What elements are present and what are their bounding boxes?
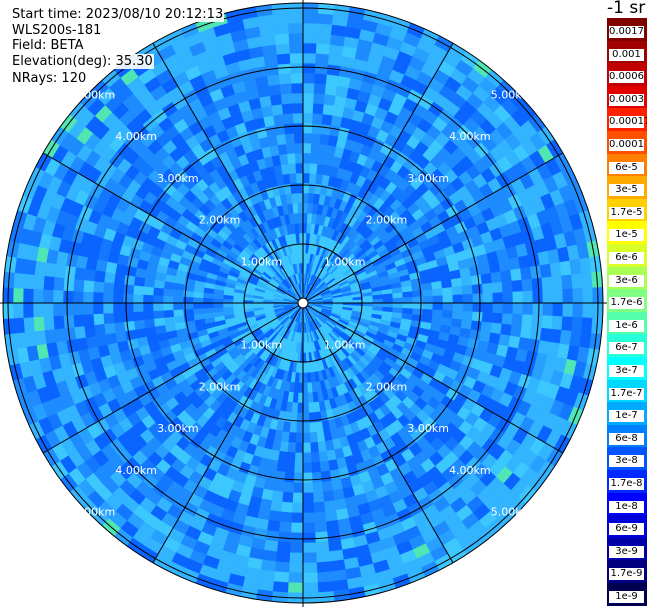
colorbar-label: 6e-7 xyxy=(609,342,644,355)
colorbar-label: 0.001 xyxy=(609,48,644,61)
colorbar-label: 1.7e-9 xyxy=(609,568,644,581)
colorbar-label: 3e-7 xyxy=(609,365,644,377)
colorbar-label: 0.00017 xyxy=(609,116,647,129)
range-label: 3.00km xyxy=(157,422,199,435)
colorbar-label: 6e-6 xyxy=(609,252,644,264)
instrument-label: WLS200s-181 xyxy=(11,23,103,38)
range-label: 3.00km xyxy=(157,172,199,185)
colorbar-label: 3e-9 xyxy=(609,545,644,558)
colorbar-label: 0.0006 xyxy=(609,71,644,84)
azimuth-spoke xyxy=(42,302,304,454)
range-label: 1.00km xyxy=(324,255,366,268)
range-label: 4.00km xyxy=(115,130,157,143)
field-label: Field: BETA xyxy=(11,38,85,53)
colorbar-label: 1e-5 xyxy=(609,229,644,242)
colorbar-label: 1e-8 xyxy=(609,500,644,513)
azimuth-spoke xyxy=(152,42,304,304)
range-label: 2.00km xyxy=(366,214,408,227)
colorbar-label: 1.7e-5 xyxy=(609,206,644,219)
range-label: 1.00km xyxy=(324,339,366,352)
azimuth-spoke xyxy=(302,302,454,564)
range-label: 4.00km xyxy=(449,464,491,477)
range-label: 3.00km xyxy=(407,172,449,185)
elevation-label: Elevation(deg): 35.30 xyxy=(11,54,154,69)
range-label: 1.00km xyxy=(240,339,282,352)
colorbar-label: 0.0003 xyxy=(609,93,644,106)
range-label: 2.00km xyxy=(199,380,241,393)
azimuth-spoke xyxy=(302,42,454,304)
colorbar-label: 0.0017 xyxy=(609,26,644,38)
scan-texture xyxy=(2,2,604,604)
colorbar-unit: -1 sr xyxy=(607,0,646,18)
azimuth-spoke xyxy=(42,152,304,304)
center-marker xyxy=(297,297,309,309)
colorbar-label: 1.7e-6 xyxy=(609,297,644,310)
azimuth-spoke xyxy=(152,302,304,564)
range-label: 4.00km xyxy=(449,130,491,143)
range-label: 5.00km xyxy=(74,506,116,519)
range-label: 5.00km xyxy=(491,506,533,519)
colorbar-label: 3e-5 xyxy=(609,184,644,197)
colorbar-label: 1e-6 xyxy=(609,319,644,332)
colorbar-label: 0.0001 xyxy=(609,139,644,151)
colorbar-label: 1.7e-8 xyxy=(609,478,644,490)
colorbar-label: 3e-6 xyxy=(609,274,644,287)
range-label: 2.00km xyxy=(199,214,241,227)
azimuth-spoke xyxy=(302,302,564,454)
start-time-label: Start time: 2023/08/10 20:12:13 xyxy=(11,7,225,22)
colorbar-label: 1e-9 xyxy=(609,591,644,603)
range-label: 2.00km xyxy=(366,380,408,393)
nrays-label: NRays: 120 xyxy=(11,71,88,86)
range-label: 3.00km xyxy=(407,422,449,435)
colorbar-label: 1.7e-7 xyxy=(609,387,644,400)
range-label: 1.00km xyxy=(240,255,282,268)
colorbar-label: 3e-8 xyxy=(609,455,644,468)
range-label: 5.00km xyxy=(74,88,116,101)
colorbar-label: 6e-5 xyxy=(609,161,644,174)
azimuth-spoke xyxy=(302,152,564,304)
range-label: 5.00km xyxy=(491,88,533,101)
colorbar-label: 6e-8 xyxy=(609,432,644,445)
colorbar-label: 1e-7 xyxy=(609,410,644,423)
ppi-scan-plot: 1.00km 1.00km 1.00km 1.00km 2.00km 2.00km 2.00… xyxy=(0,0,607,607)
polar-grid xyxy=(0,0,607,607)
range-label: 4.00km xyxy=(115,464,157,477)
colorbar-label: 6e-9 xyxy=(609,523,644,536)
